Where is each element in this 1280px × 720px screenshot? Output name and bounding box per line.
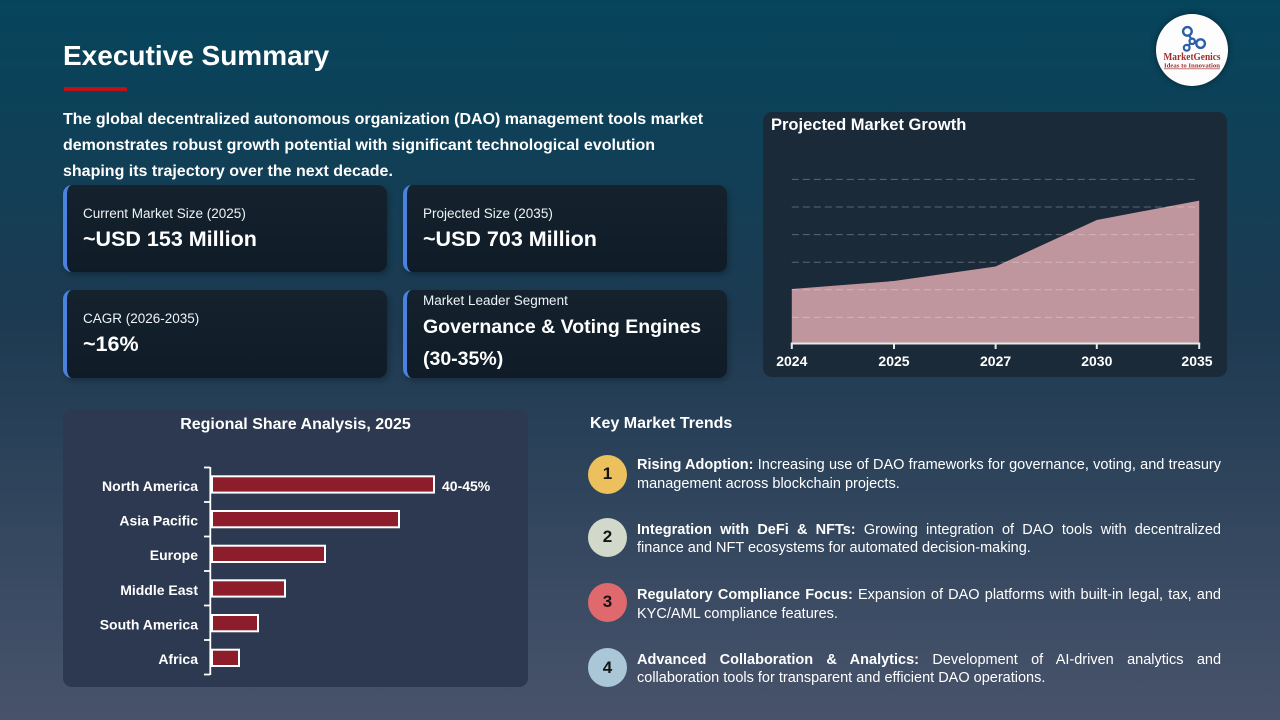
- svg-text:North America: North America: [102, 478, 198, 494]
- svg-text:2024: 2024: [776, 353, 807, 369]
- svg-text:2030: 2030: [1081, 353, 1112, 369]
- svg-text:MarketGenics: MarketGenics: [1164, 52, 1221, 63]
- svg-text:Ideas to Innovation: Ideas to Innovation: [1164, 63, 1220, 70]
- svg-text:Africa: Africa: [158, 651, 198, 667]
- svg-text:2035: 2035: [1181, 353, 1212, 369]
- svg-text:40-45%: 40-45%: [442, 478, 491, 494]
- svg-text:Middle East: Middle East: [120, 582, 198, 598]
- svg-text:2027: 2027: [980, 353, 1011, 369]
- svg-text:South America: South America: [100, 617, 198, 633]
- svg-text:Europe: Europe: [150, 547, 198, 563]
- svg-text:2025: 2025: [878, 353, 909, 369]
- svg-text:Asia Pacific: Asia Pacific: [119, 513, 198, 529]
